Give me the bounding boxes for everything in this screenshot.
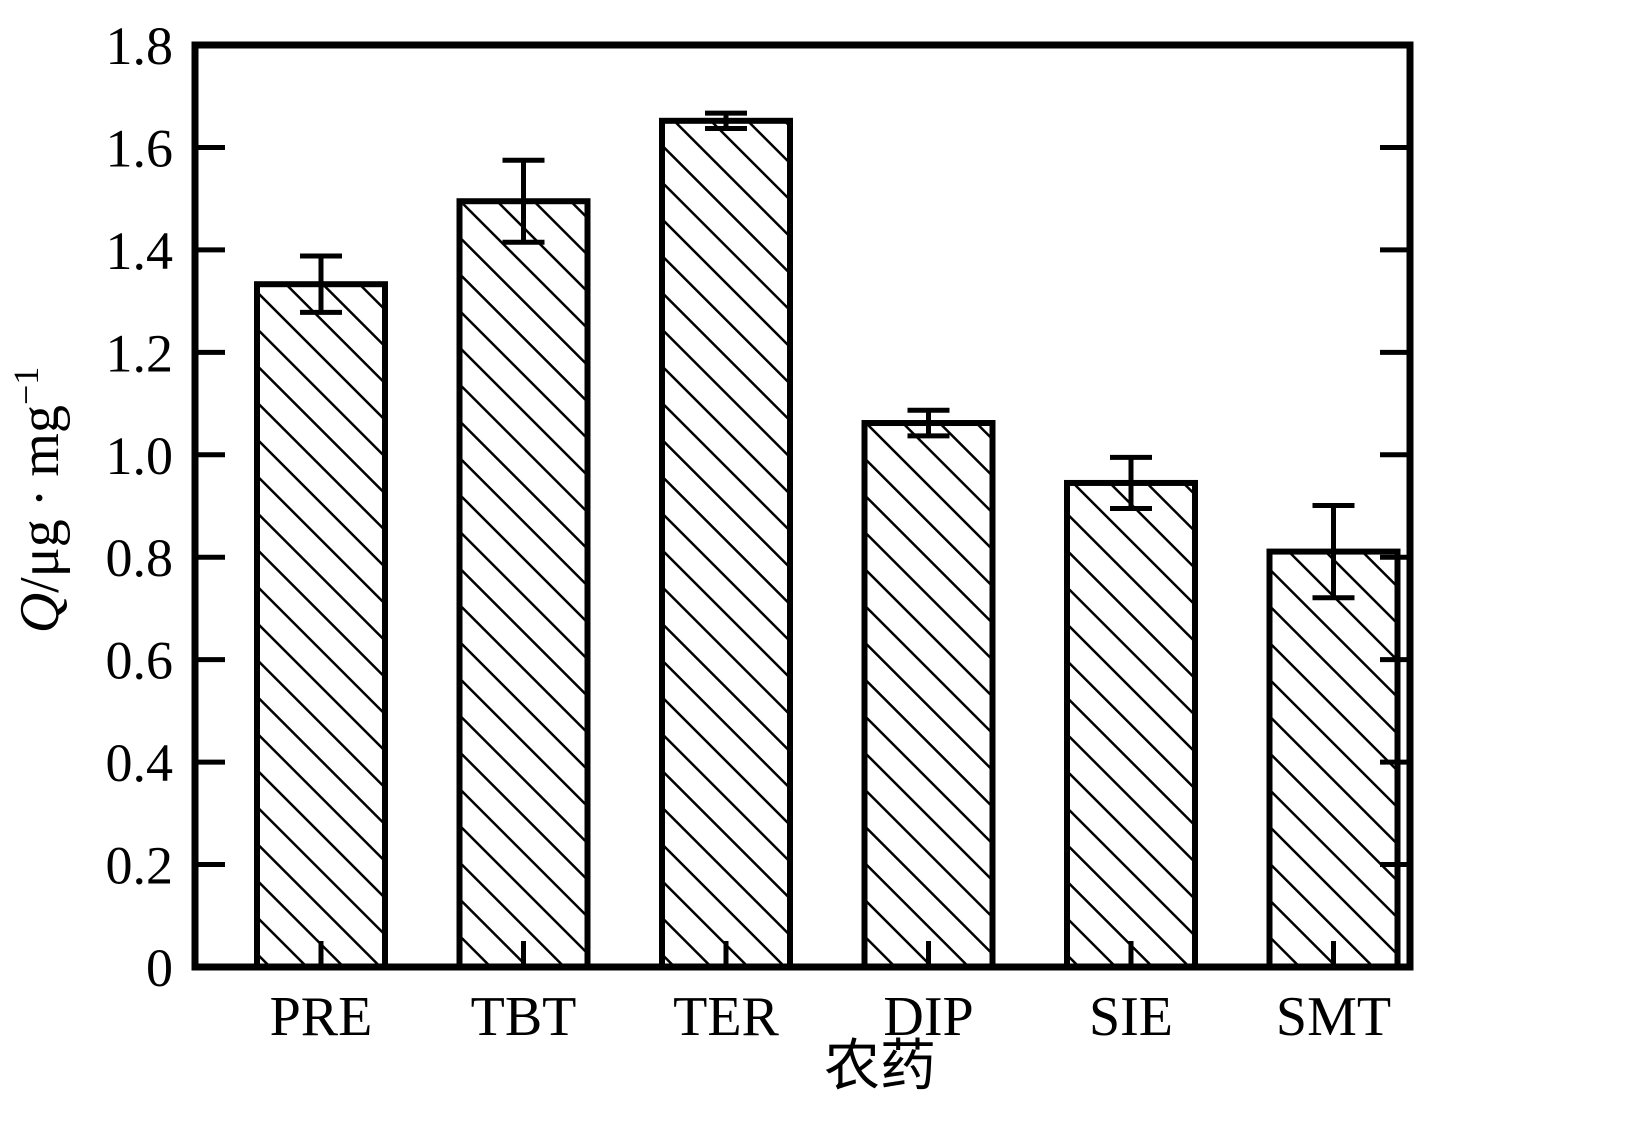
x-tick-label-ter: TER (673, 986, 779, 1048)
bar-smt (1266, 548, 1401, 970)
bar-pre (254, 281, 388, 970)
error-bar-ter (705, 110, 747, 131)
bar-sie (1064, 479, 1198, 970)
x-tick-label-smt: SMT (1276, 986, 1391, 1048)
y-axis-symbol: Q (9, 593, 71, 633)
bar-ter (659, 117, 793, 970)
y-axis-unit-numerator: μg (9, 519, 71, 577)
bars-layer (254, 117, 1401, 970)
y-axis-separator: / (9, 577, 71, 593)
x-axis-title: 农药 (824, 1036, 936, 1098)
svg-text:Q/μg·mg−1: Q/μg · mg−1 (6, 367, 71, 634)
error-bar-tbt (502, 157, 545, 245)
y-axis-title: Q/μg · mg−1 (6, 367, 71, 634)
x-tick-label-pre: PRE (270, 986, 373, 1048)
y-tick-label-1-8: 1.8 (106, 16, 174, 76)
x-axis-ticks (318, 941, 1336, 967)
y-tick-label-1-2: 1.2 (106, 323, 174, 383)
x-tick-label-tbt: TBT (471, 986, 577, 1048)
error-bar-dip (907, 407, 950, 439)
x-axis-tick-labels: PRE TBT TER DIP SIE SMT (270, 986, 1391, 1048)
error-bar-smt (1312, 502, 1355, 601)
y-tick-label-0-4: 0.4 (106, 733, 174, 793)
axes-frame (191, 41, 1414, 971)
y-tick-label-0: 0 (146, 938, 173, 998)
y-axis-tick-labels: 0 0.2 0.4 0.6 0.8 1.0 1.2 1.4 1.6 1.8 (106, 16, 174, 998)
bar-tbt (456, 198, 591, 970)
error-bar-sie (1110, 454, 1152, 512)
y-tick-label-1-0: 1.0 (106, 426, 174, 486)
error-bar-pre (300, 253, 342, 315)
y-axis-unit-denominator: mg (9, 405, 71, 477)
error-bars-layer (300, 110, 1355, 601)
y-axis-ticks (195, 144, 1410, 868)
y-tick-label-1-4: 1.4 (106, 221, 174, 281)
y-tick-label-0-6: 0.6 (106, 631, 174, 691)
y-tick-label-0-8: 0.8 (106, 528, 174, 588)
x-tick-label-dip: DIP (883, 986, 973, 1048)
x-tick-label-sie: SIE (1089, 986, 1173, 1048)
y-tick-label-1-6: 1.6 (106, 118, 174, 178)
y-axis-unit-exponent: −1 (6, 367, 46, 405)
x-axis-title-text: 农药 (824, 1036, 936, 1098)
y-axis-unit-dot: · (9, 489, 71, 508)
bar-dip (861, 420, 996, 970)
y-tick-label-0-2: 0.2 (106, 836, 174, 896)
